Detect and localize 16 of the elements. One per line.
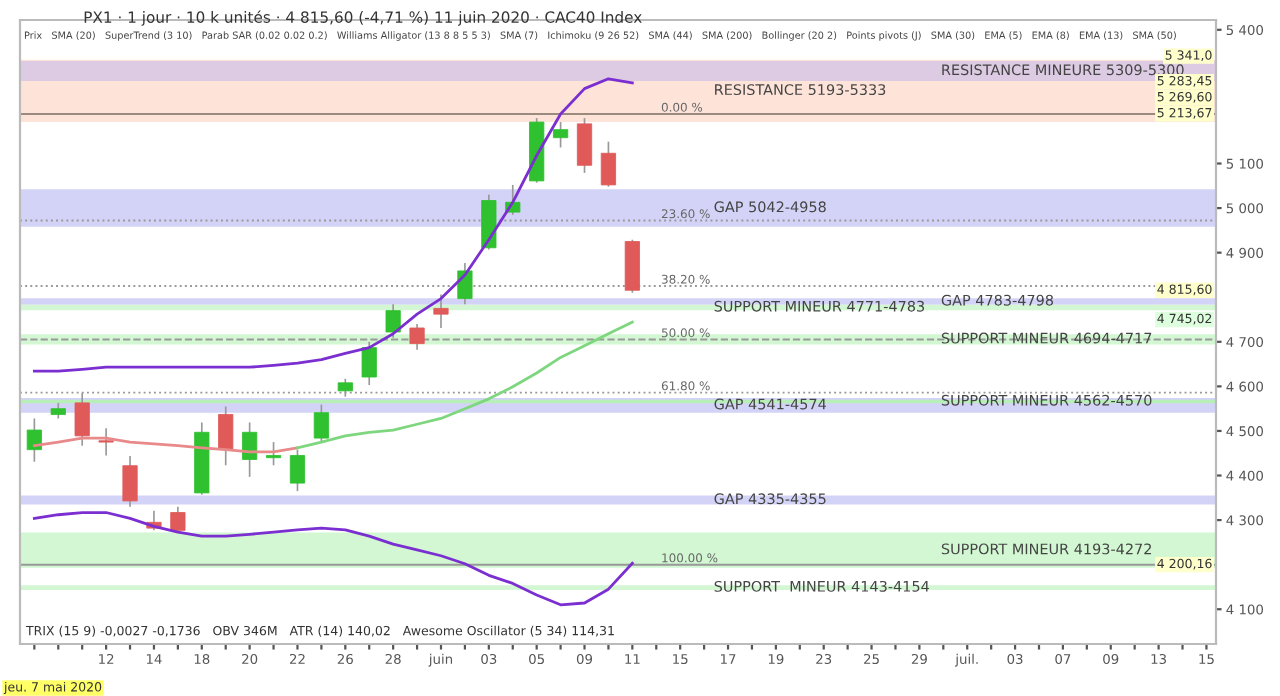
candlestick xyxy=(433,293,449,329)
line-series xyxy=(32,511,634,607)
candlestick xyxy=(170,505,186,533)
candlestick xyxy=(26,417,42,463)
line-series xyxy=(296,320,634,450)
candlestick xyxy=(122,455,138,508)
candlestick xyxy=(218,405,234,467)
candlestick xyxy=(98,427,114,457)
candlestick xyxy=(576,117,593,174)
candlestick xyxy=(313,403,329,443)
candlestick xyxy=(242,421,258,478)
candlestick xyxy=(289,448,306,492)
candlestick xyxy=(600,140,617,188)
candlestick xyxy=(553,121,569,149)
candlestick xyxy=(361,340,377,386)
candlestick xyxy=(265,441,282,467)
